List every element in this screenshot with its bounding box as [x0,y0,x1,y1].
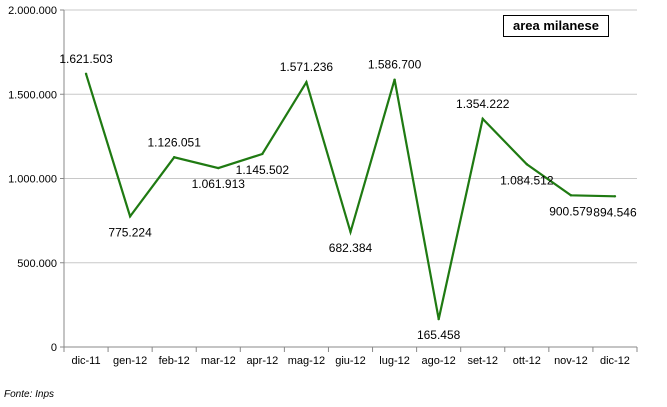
y-axis-ticks: 0 500.000 1.000.000 1.500.000 2.000.000 [8,5,64,354]
legend: area milanese [503,15,609,37]
data-point [84,72,88,75]
y-tick-label: 1.000.000 [8,174,57,186]
data-point [613,195,617,198]
x-tick-label: ott-12 [513,355,541,367]
data-label: 900.579 [549,204,593,218]
data-label: 1.354.222 [456,97,510,111]
y-tick-label: 1.500.000 [8,89,57,101]
data-point [481,117,484,121]
x-tick-label: ago-12 [422,355,456,367]
x-axis-ticks: dic-11 gen-12 feb-12 mar-12 apr-12 mag-12 giu-… [63,347,638,367]
data-label: 1.061.913 [192,177,246,191]
data-label: 1.586.700 [368,58,422,72]
data-point [525,163,529,166]
data-label: 1.621.503 [59,52,113,66]
data-point [569,194,573,197]
y-tick-label: 2.000.000 [8,5,57,17]
data-point [393,78,396,81]
data-point [217,166,220,170]
data-label: 682.384 [329,241,373,255]
x-tick-label: feb-12 [159,355,190,367]
x-tick-label: nov-12 [554,355,588,367]
data-label: 894.546 [593,205,637,219]
x-tick-label: giu-12 [335,355,366,367]
data-label: 775.224 [108,225,152,239]
data-point [349,230,352,234]
data-label: 1.145.502 [236,163,290,177]
x-tick-label: set-12 [467,355,498,367]
data-label: 1.084.512 [500,173,554,187]
data-point [172,156,176,159]
data-point [305,81,308,84]
series-line [84,73,616,320]
y-tick-label: 500.000 [17,258,57,270]
y-tick-label: 0 [51,342,57,354]
x-tick-label: lug-12 [379,355,410,367]
x-tick-label: mar-12 [201,355,236,367]
data-label: 1.571.236 [280,60,334,74]
data-point [437,317,440,321]
data-labels: 1.621.503 775.224 1.126.051 1.061.9131.145.… [59,52,637,342]
data-point [128,215,132,218]
x-tick-label: gen-12 [113,355,147,367]
data-label: 165.458 [417,328,461,342]
x-tick-label: apr-12 [246,355,278,367]
data-point [261,152,264,156]
x-tick-label: dic-11 [71,355,100,367]
series-area-milanese [84,72,617,321]
data-label: 1.126.051 [147,135,201,149]
source-note: Fonte: Inps [4,389,55,400]
x-tick-label: mag-12 [288,355,325,367]
x-tick-label: dic-12 [600,355,630,367]
